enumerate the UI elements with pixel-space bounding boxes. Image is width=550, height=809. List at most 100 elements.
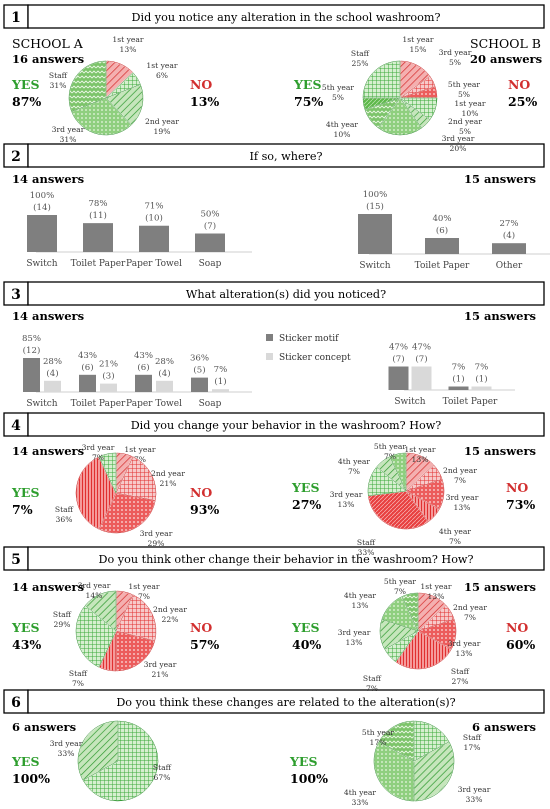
section-question: If so, where? bbox=[249, 150, 322, 163]
slice-pct: 27% bbox=[452, 677, 469, 686]
slice-label: 2nd year bbox=[448, 117, 482, 126]
slice-pct: 33% bbox=[358, 548, 375, 557]
pie-slice-outline bbox=[389, 452, 407, 492]
yes-value: 87% bbox=[12, 94, 41, 109]
bar-count-label: (4) bbox=[46, 368, 58, 379]
bar-legend: Sticker motif Sticker concept bbox=[266, 334, 351, 363]
bar bbox=[83, 223, 113, 252]
answers-count: 6 answers bbox=[12, 720, 76, 734]
section-question: Do you think these changes are related t… bbox=[116, 696, 455, 709]
slice-pct: 14% bbox=[86, 591, 103, 600]
slice-label: 3rd year bbox=[448, 639, 481, 648]
section-number: 1 bbox=[11, 10, 21, 26]
slice-pct: 7% bbox=[366, 684, 378, 693]
slice-label: 1st year bbox=[404, 445, 436, 454]
bar-pct-label: 47% bbox=[412, 343, 431, 353]
pie-slice-outline bbox=[75, 605, 117, 668]
yes-label: YES bbox=[289, 754, 317, 769]
slice-label: 5th year bbox=[448, 80, 480, 89]
slice-label: 1st year bbox=[420, 582, 452, 591]
pie-slice-outline bbox=[98, 492, 156, 534]
slice-label: 4th year bbox=[338, 457, 370, 466]
pie-slice-outline bbox=[377, 97, 423, 136]
yes-value: 100% bbox=[290, 771, 328, 786]
slice-pct: 5% bbox=[332, 93, 344, 102]
section-question: Did you notice any alteration in the sch… bbox=[132, 11, 441, 24]
slice-pct: 7% bbox=[138, 592, 150, 601]
slice-label: 3rd year bbox=[52, 125, 85, 134]
bar-pct-label: 27% bbox=[499, 219, 518, 229]
bar-count-label: (4) bbox=[158, 368, 170, 379]
bar-count-label: (1) bbox=[452, 374, 464, 385]
slice-pct: 31% bbox=[50, 81, 67, 90]
bar bbox=[135, 374, 152, 392]
no-value: 93% bbox=[190, 502, 219, 517]
slice-pct: 7% bbox=[72, 679, 84, 688]
pie-slice-outline bbox=[77, 720, 119, 781]
section-question-box bbox=[27, 4, 545, 29]
slice-label: 3rd year bbox=[78, 581, 111, 590]
bar-count-label: (7) bbox=[204, 221, 216, 232]
slice-pct: 13% bbox=[352, 601, 369, 610]
slice-label: 3rd year bbox=[140, 529, 173, 538]
slice-label: 1st year bbox=[146, 61, 178, 70]
school-a-label: SCHOOL A bbox=[12, 36, 84, 51]
slice-label: 3rd year bbox=[144, 660, 177, 669]
slice-pct: 13% bbox=[346, 638, 363, 647]
bar-count-label: (6) bbox=[436, 225, 448, 236]
answers-count: 14 answers bbox=[12, 309, 84, 323]
slice-pct: 7% bbox=[348, 467, 360, 476]
pie-slice-outline bbox=[75, 456, 117, 530]
bar bbox=[27, 215, 57, 252]
no-label: NO bbox=[190, 485, 212, 500]
category-label: Toilet Paper bbox=[443, 397, 498, 407]
slice-label: 1st year bbox=[128, 582, 160, 591]
answers-count: 15 answers bbox=[464, 309, 536, 323]
slice-label: 3rd year bbox=[50, 739, 83, 748]
bar-pct-label: 43% bbox=[134, 351, 153, 361]
pie-slice-outline bbox=[368, 490, 429, 530]
bar-pct-label: 78% bbox=[88, 199, 107, 209]
static-text-layer: 1 Did you notice any alteration in the sc… bbox=[11, 10, 541, 711]
slice-label: 5th year bbox=[322, 83, 354, 92]
answers-count: 14 answers bbox=[12, 172, 84, 186]
bar bbox=[425, 238, 459, 254]
bar-pct-label: 71% bbox=[144, 202, 163, 212]
pie-slice-outline bbox=[395, 630, 452, 670]
slice-pct: 17% bbox=[464, 743, 481, 752]
pie-slice-outline bbox=[413, 741, 455, 802]
answers-count: 14 answers bbox=[12, 580, 84, 594]
no-label: NO bbox=[506, 480, 528, 495]
answers-count: 6 answers bbox=[472, 720, 536, 734]
section-number: 6 bbox=[11, 695, 21, 711]
slice-pct: 29% bbox=[54, 620, 71, 629]
yes-value: 40% bbox=[292, 637, 321, 652]
bar bbox=[411, 366, 432, 390]
answers-count: 15 answers bbox=[464, 580, 536, 594]
yes-label: YES bbox=[11, 77, 39, 92]
slice-pct: 5% bbox=[449, 58, 461, 67]
no-label: NO bbox=[190, 77, 212, 92]
slice-label: 3rd year bbox=[330, 490, 363, 499]
section-question: What alteration(s) did you noticed? bbox=[186, 288, 386, 301]
bar bbox=[471, 386, 492, 390]
bar-chart-q2a: 14 answers 100%(14) Switch 78%(11) Toilet Pa… bbox=[12, 172, 252, 269]
pie-slice-outline bbox=[98, 452, 117, 494]
bar-count-label: (3) bbox=[102, 371, 114, 382]
answers-count: 20 answers bbox=[470, 52, 542, 66]
bar-pct-label: 47% bbox=[389, 343, 408, 353]
slice-label: Staff bbox=[55, 505, 74, 514]
category-label: Switch bbox=[394, 397, 425, 407]
bar-pct-label: 43% bbox=[78, 351, 97, 361]
answers-count: 15 answers bbox=[464, 172, 536, 186]
slice-label: Staff bbox=[69, 669, 88, 678]
bar bbox=[358, 214, 392, 254]
